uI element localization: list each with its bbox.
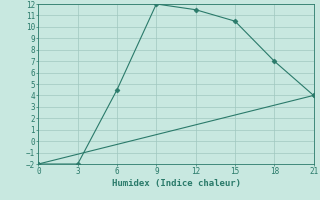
X-axis label: Humidex (Indice chaleur): Humidex (Indice chaleur) [111,179,241,188]
